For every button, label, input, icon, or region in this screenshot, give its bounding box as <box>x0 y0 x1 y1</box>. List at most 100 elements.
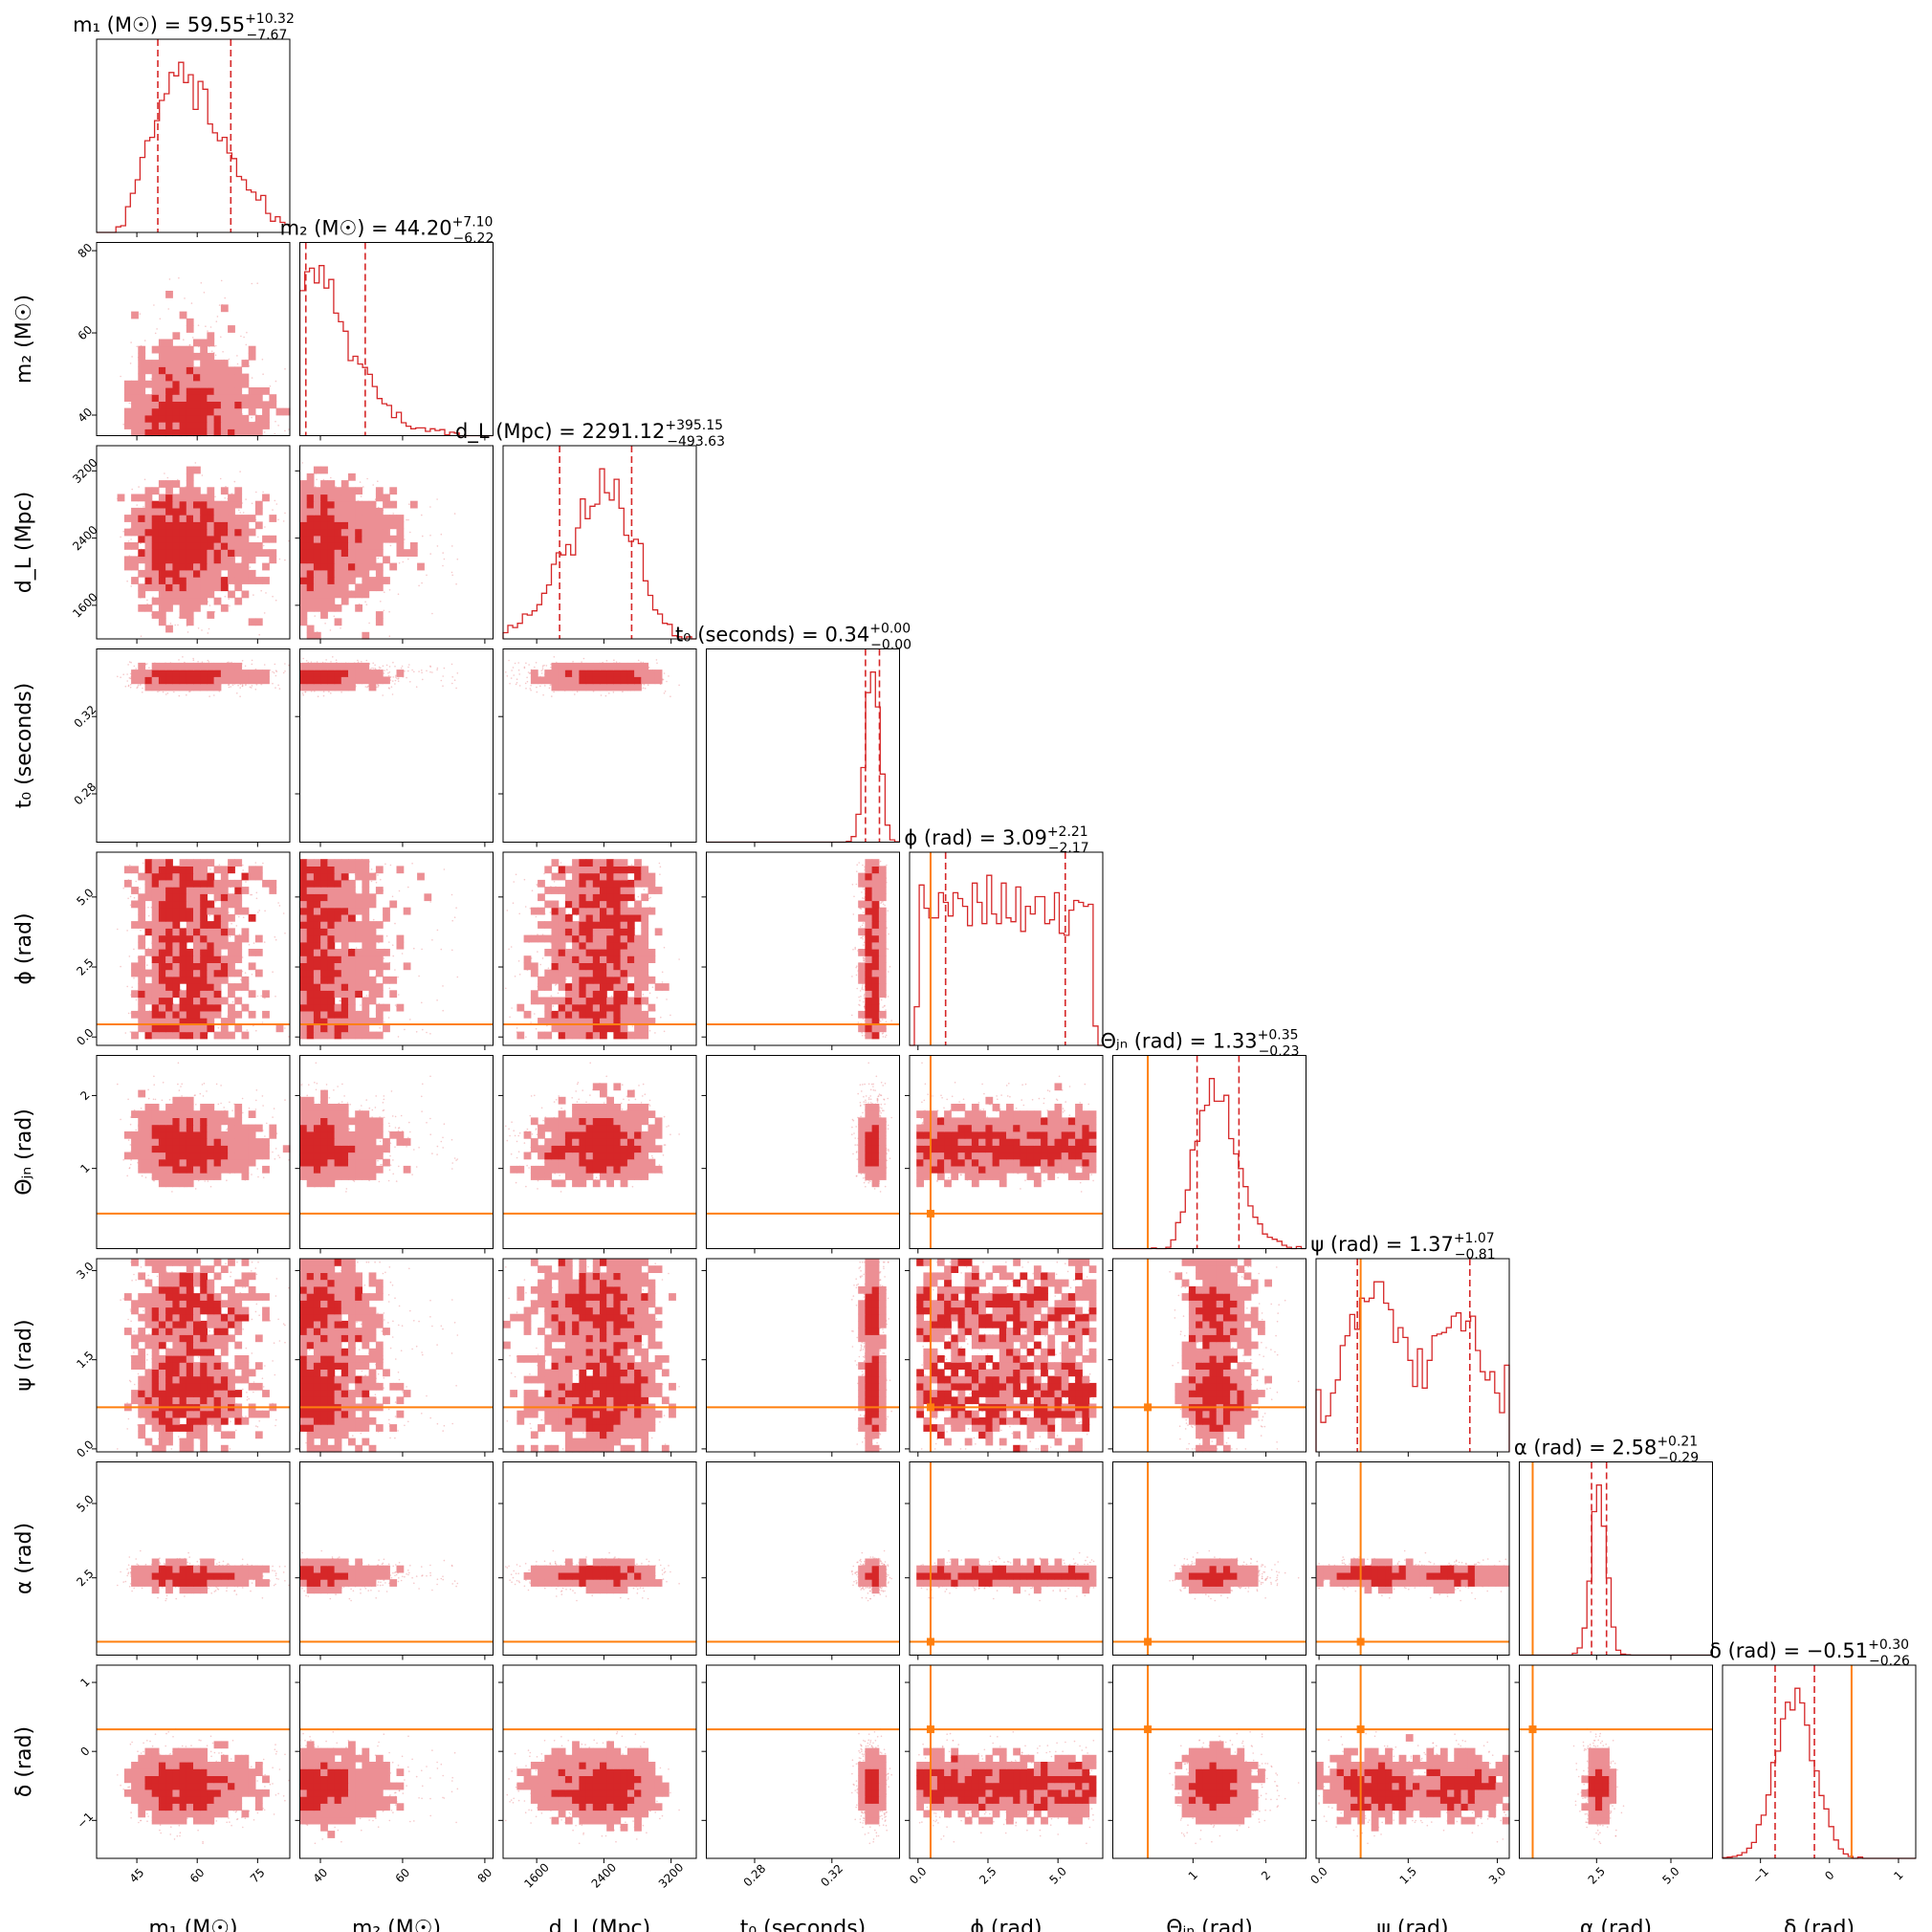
sample-point <box>333 615 336 618</box>
sample-point <box>330 692 332 694</box>
contour-outer-cell <box>193 683 201 692</box>
contour-outer-cell <box>123 515 132 522</box>
sample-point <box>374 664 376 667</box>
contour-outer-cell <box>313 631 321 640</box>
contour-outer-cell <box>172 494 181 502</box>
contour-outer-cell <box>375 515 384 522</box>
contour-outer-cell <box>138 670 146 677</box>
contour-outer-cell <box>299 507 308 516</box>
contour-outer-cell <box>179 494 187 502</box>
contour-outer-cell <box>213 507 222 516</box>
sample-point <box>146 663 148 665</box>
contour-outer-cell <box>248 394 256 402</box>
contour-inner-cell <box>327 562 336 571</box>
sample-point <box>407 518 409 521</box>
contour-outer-cell <box>138 373 146 382</box>
histogram-m2 <box>298 265 494 437</box>
contour-outer-cell <box>389 521 398 530</box>
sample-point <box>397 680 400 682</box>
sample-point <box>391 680 394 682</box>
sample-point <box>201 629 203 631</box>
contour-inner-cell <box>144 577 153 584</box>
contour-inner-cell <box>144 414 153 423</box>
sample-point <box>274 420 276 423</box>
sample-point <box>143 506 144 508</box>
contour-outer-cell <box>375 507 384 516</box>
contour-outer-cell <box>306 597 315 605</box>
contour-inner-cell <box>220 528 229 537</box>
contour-outer-cell <box>362 542 370 550</box>
contour-outer-cell <box>207 494 215 502</box>
sample-point <box>140 635 143 637</box>
sample-point <box>407 666 409 669</box>
sample-point <box>429 670 431 673</box>
contour-outer-cell <box>313 507 321 516</box>
contour-outer-cell <box>193 662 201 670</box>
contour-outer-cell <box>186 472 194 481</box>
sample-point <box>263 612 266 614</box>
contour-inner-cell <box>207 401 215 409</box>
sample-point <box>129 686 132 689</box>
sample-point <box>450 571 453 574</box>
contour-inner-cell <box>186 401 194 409</box>
contour-outer-cell <box>334 569 342 578</box>
contour-outer-cell <box>299 480 308 488</box>
sample-point <box>133 665 136 668</box>
sample-point <box>254 689 257 691</box>
contour-outer-cell <box>131 394 139 402</box>
contour-inner-cell <box>306 583 315 592</box>
contour-outer-cell <box>355 515 362 522</box>
contour-inner-cell <box>179 670 187 677</box>
contour-outer-cell <box>172 394 181 402</box>
contour-outer-cell <box>138 590 146 599</box>
contour-inner-cell <box>138 515 146 522</box>
contour-outer-cell <box>220 414 229 423</box>
sample-point <box>364 686 367 688</box>
sample-point <box>357 661 360 664</box>
contour-outer-cell <box>213 515 222 522</box>
contour-outer-cell <box>234 373 243 382</box>
contour-outer-cell <box>241 590 250 599</box>
contour-outer-cell <box>207 414 215 423</box>
sample-point <box>398 561 401 564</box>
contour-outer-cell <box>313 590 321 599</box>
contour-outer-cell <box>200 373 208 382</box>
contour-outer-cell <box>186 500 194 509</box>
sample-point <box>407 670 409 672</box>
contour-inner-cell <box>207 670 215 677</box>
contour-outer-cell <box>165 480 173 488</box>
contour-inner-cell <box>165 373 173 382</box>
contour-inner-cell <box>193 569 201 578</box>
contour-outer-cell <box>165 360 173 367</box>
contour-inner-cell <box>320 542 328 550</box>
contour-outer-cell <box>348 569 356 578</box>
contour-outer-cell <box>165 291 173 298</box>
contour-outer-cell <box>158 480 166 488</box>
contour-inner-cell <box>158 528 166 537</box>
sample-point <box>274 670 277 671</box>
contour-outer-cell <box>144 535 153 543</box>
sample-point <box>301 462 303 464</box>
contour-outer-cell <box>193 366 201 375</box>
contour-outer-cell <box>254 507 263 516</box>
sample-point <box>409 531 411 534</box>
sample-point <box>402 560 405 563</box>
contour-inner-cell <box>179 676 187 685</box>
contour-outer-cell <box>213 500 222 509</box>
contour-outer-cell <box>248 428 256 437</box>
contour-outer-cell <box>375 611 384 619</box>
contour-outer-cell <box>234 380 243 388</box>
contour-outer-cell <box>179 380 187 388</box>
contour-inner-cell <box>179 407 187 416</box>
contour-inner-cell <box>313 528 321 537</box>
contour-inner-cell <box>186 562 194 571</box>
contour-outer-cell <box>254 387 263 395</box>
contour-outer-cell <box>193 352 201 361</box>
contour-outer-cell <box>138 662 146 670</box>
sample-point <box>329 629 332 631</box>
histogram-dL <box>502 468 696 640</box>
contour-inner-cell <box>200 542 208 550</box>
contour-outer-cell <box>334 577 342 584</box>
contour-outer-cell <box>262 422 270 429</box>
sample-point <box>129 362 132 364</box>
